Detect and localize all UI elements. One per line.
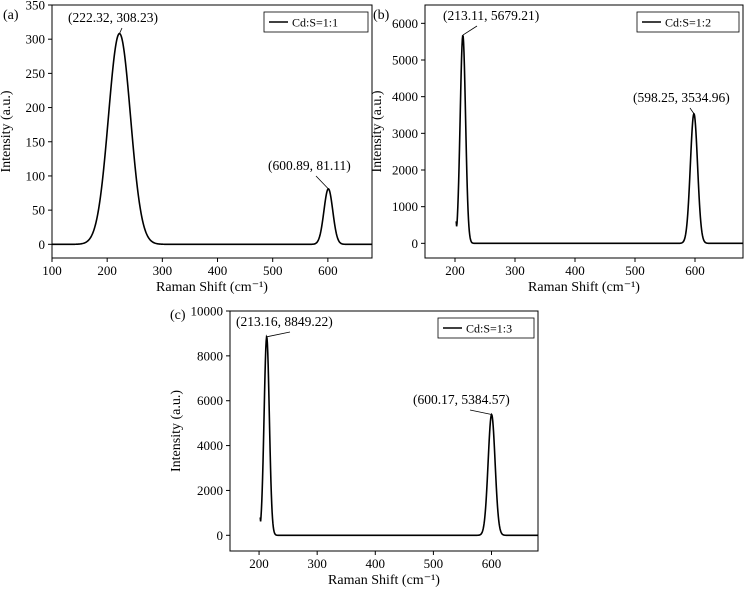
y-tick-label: 2000 bbox=[392, 163, 418, 178]
y-tick-label: 100 bbox=[26, 168, 46, 183]
y-tick-label: 350 bbox=[26, 0, 46, 13]
x-tick-label: 300 bbox=[307, 556, 327, 571]
x-tick-label: 200 bbox=[97, 263, 117, 278]
peak-annotation: (598.25, 3534.96) bbox=[633, 90, 730, 105]
y-tick-label: 3000 bbox=[392, 126, 418, 141]
y-tick-label: 10000 bbox=[191, 304, 224, 319]
legend-box bbox=[437, 317, 535, 339]
series-line bbox=[455, 34, 743, 245]
y-tick-label: 6000 bbox=[197, 393, 223, 408]
x-tick-label: 600 bbox=[482, 556, 502, 571]
annotation-leader bbox=[689, 107, 695, 114]
peak-annotation: (213.11, 5679.21) bbox=[443, 8, 539, 23]
y-tick-label: 300 bbox=[26, 32, 46, 47]
y-tick-label: 0 bbox=[412, 236, 419, 251]
peak-annotation: (600.89, 81.11) bbox=[268, 158, 351, 173]
x-axis-title: Raman Shift (cm⁻¹) bbox=[528, 280, 640, 295]
panel-b: 200 300 400 500 6000100020003000400050006000… bbox=[370, 4, 744, 295]
legend-entry: Cd:S=1:3 bbox=[466, 322, 512, 336]
series-line bbox=[259, 334, 538, 537]
panel-label: (c) bbox=[170, 308, 186, 323]
plot-frame bbox=[229, 310, 539, 552]
x-tick-label: 400 bbox=[208, 263, 228, 278]
x-tick-label: 600 bbox=[318, 263, 338, 278]
y-tick-label: 150 bbox=[26, 134, 46, 149]
panel-c: 200 300 400 500 6000200040006000800010000Ram… bbox=[169, 304, 539, 588]
x-tick-label: 500 bbox=[424, 556, 444, 571]
y-tick-label: 1000 bbox=[392, 199, 418, 214]
x-tick-label: 200 bbox=[249, 556, 269, 571]
panel-a: 100 200 300 400 500 600 0 50 100 150 200 250 300 350 R… bbox=[0, 0, 373, 295]
x-tick-label: 200 bbox=[445, 263, 465, 278]
series-line bbox=[52, 32, 372, 246]
annotation-leader bbox=[119, 27, 123, 34]
annotation-leader bbox=[266, 331, 291, 338]
x-tick-label: 100 bbox=[42, 263, 62, 278]
plot-frame bbox=[51, 4, 373, 259]
y-axis-title: Intensity (a.u.) bbox=[370, 90, 385, 172]
legend-box bbox=[263, 11, 369, 33]
x-tick-label: 400 bbox=[565, 263, 585, 278]
annotation-leader bbox=[315, 175, 329, 190]
y-tick-label: 0 bbox=[39, 237, 46, 252]
y-tick-label: 0 bbox=[217, 528, 224, 543]
annotation-leader bbox=[469, 409, 492, 415]
plot-frame bbox=[424, 4, 744, 259]
x-tick-label: 500 bbox=[263, 263, 283, 278]
x-axis-title: Raman Shift (cm⁻¹) bbox=[156, 280, 268, 295]
x-tick-label: 300 bbox=[505, 263, 525, 278]
x-tick-label: 400 bbox=[366, 556, 386, 571]
annotation-leader bbox=[462, 25, 478, 36]
y-tick-label: 4000 bbox=[392, 89, 418, 104]
peak-annotation: (213.16, 8849.22) bbox=[236, 314, 333, 329]
y-tick-label: 50 bbox=[32, 203, 45, 218]
y-tick-label: 8000 bbox=[197, 348, 223, 363]
y-tick-label: 5000 bbox=[392, 53, 418, 68]
y-tick-label: 6000 bbox=[392, 16, 418, 31]
y-axis-title: Intensity (a.u.) bbox=[0, 90, 14, 172]
panel-label: (a) bbox=[3, 8, 19, 23]
y-tick-label: 200 bbox=[26, 100, 46, 115]
legend-entry: Cd:S=1:2 bbox=[665, 16, 711, 30]
legend-box bbox=[636, 11, 740, 33]
y-axis-title: Intensity (a.u.) bbox=[169, 390, 184, 472]
y-tick-label: 2000 bbox=[197, 483, 223, 498]
x-tick-label: 300 bbox=[153, 263, 173, 278]
x-tick-label: 500 bbox=[625, 263, 645, 278]
x-tick-label: 600 bbox=[685, 263, 705, 278]
x-axis-title: Raman Shift (cm⁻¹) bbox=[328, 573, 440, 588]
peak-annotation: (222.32, 308.23) bbox=[68, 10, 158, 25]
y-tick-label: 4000 bbox=[197, 438, 223, 453]
legend-entry: Cd:S=1:1 bbox=[292, 16, 338, 30]
y-tick-label: 250 bbox=[26, 66, 46, 81]
peak-annotation: (600.17, 5384.57) bbox=[413, 392, 510, 407]
panel-label: (b) bbox=[373, 8, 390, 23]
